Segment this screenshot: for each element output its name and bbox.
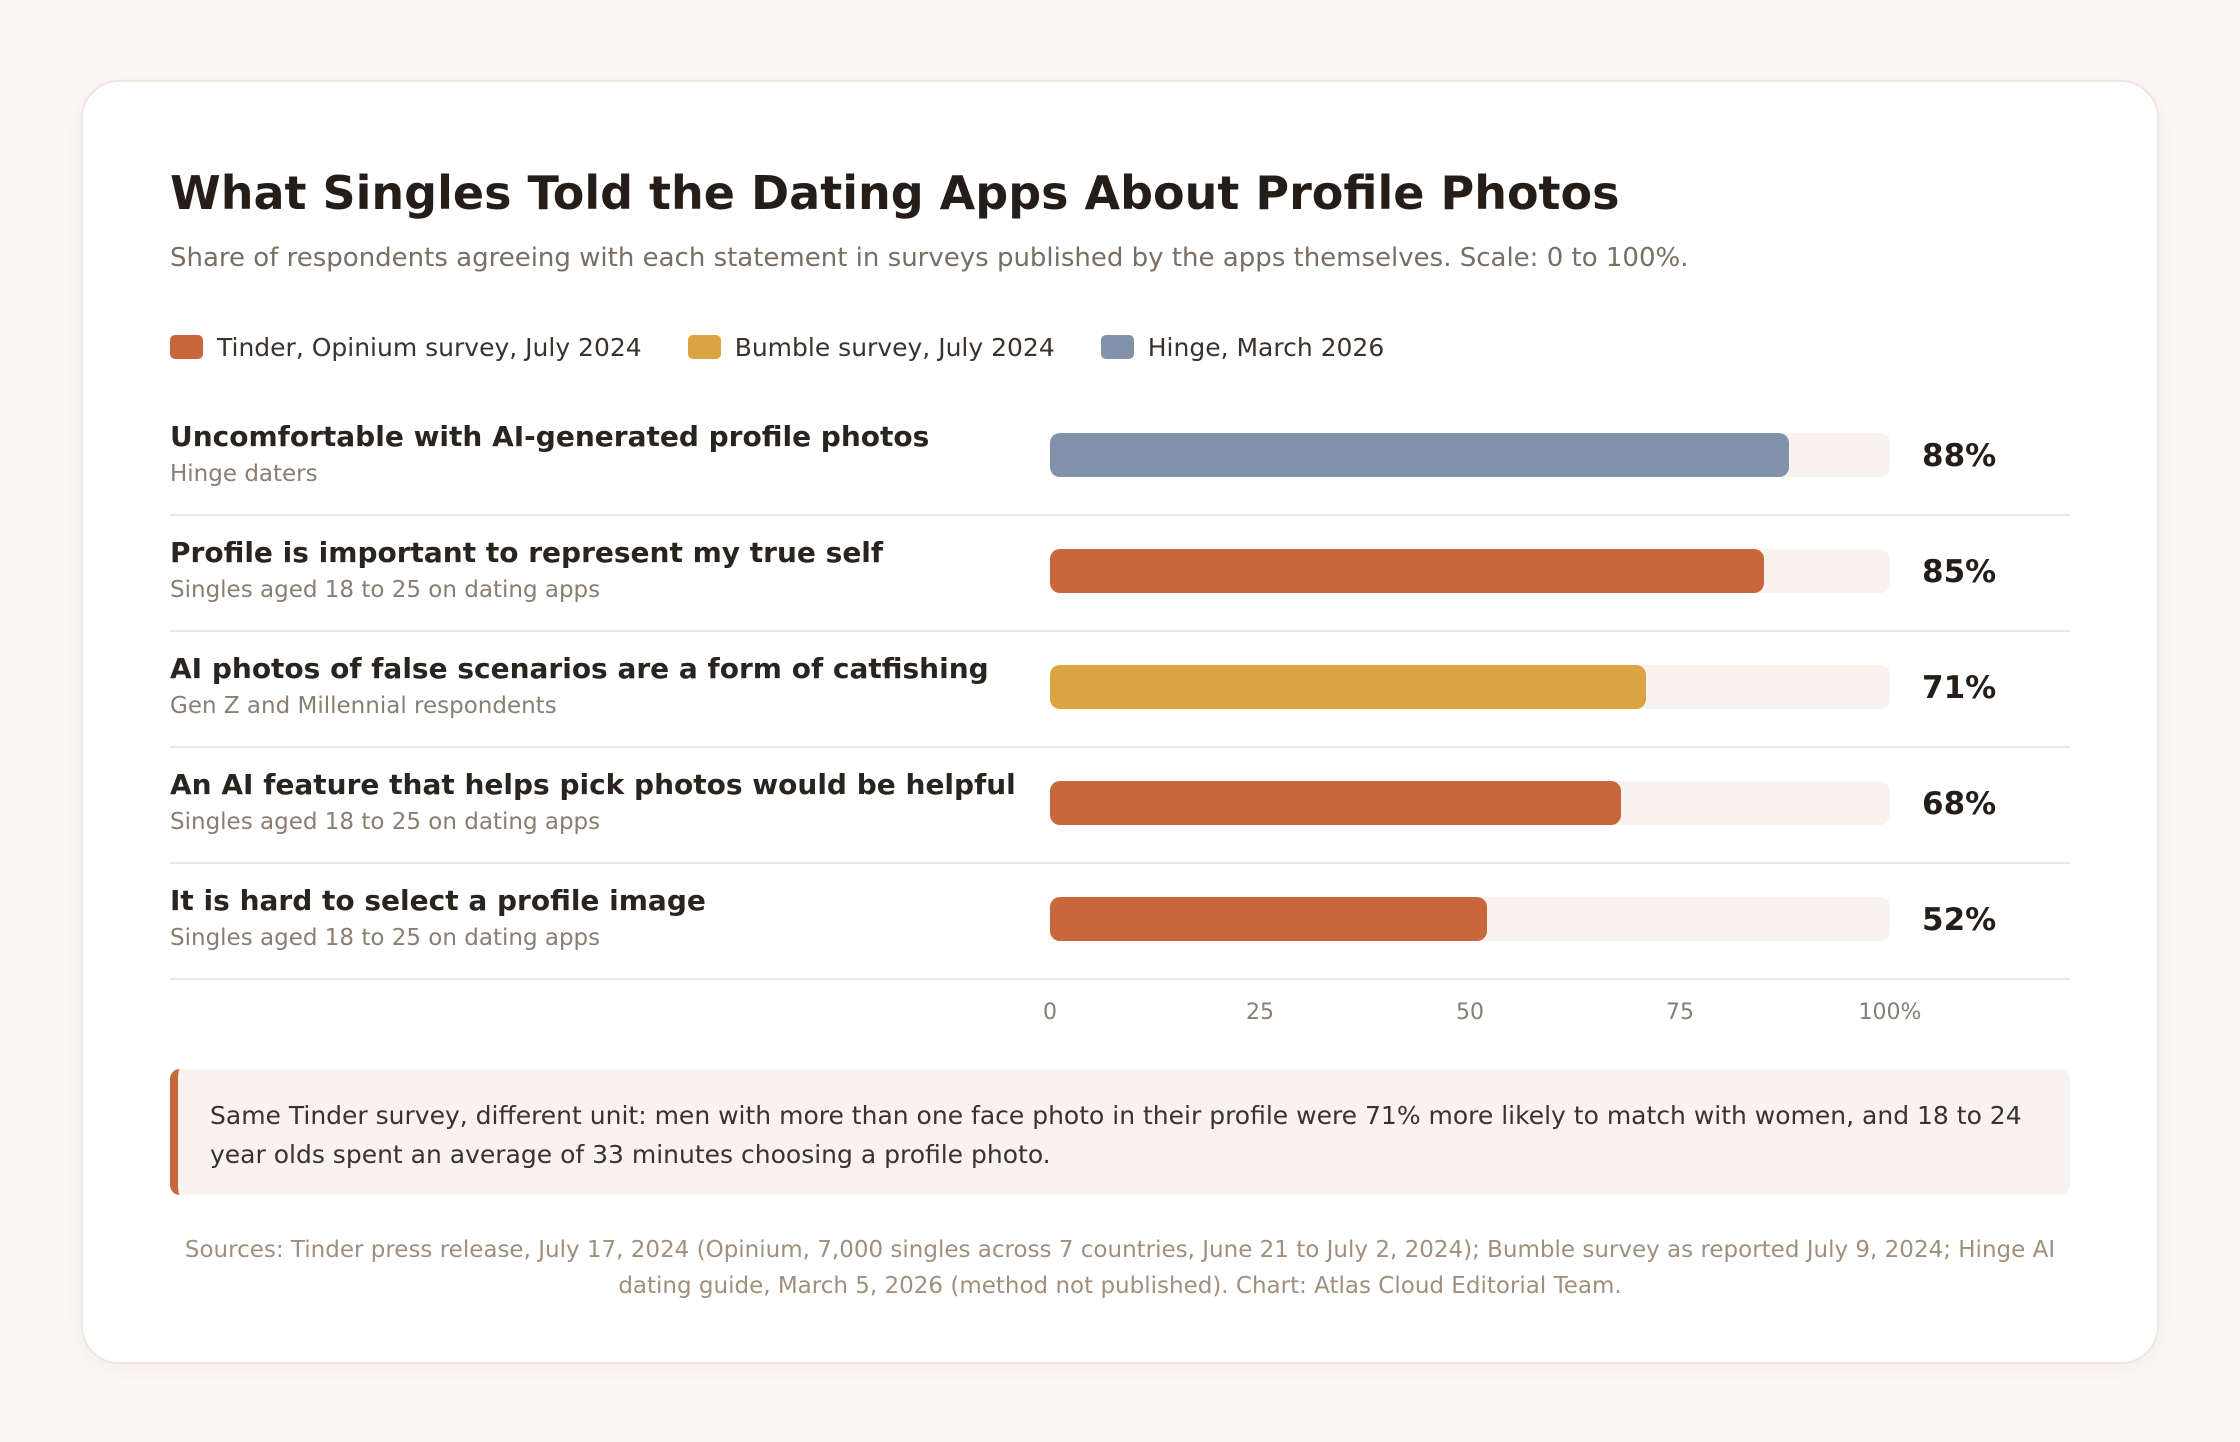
bar-label: It is hard to select a profile image	[170, 884, 706, 917]
sources-footnote: Sources: Tinder press release, July 17, …	[184, 1237, 2056, 1299]
bar-row: It is hard to select a profile image Sin…	[170, 864, 2070, 980]
bar-sublabel: Singles aged 18 to 25 on dating apps	[170, 809, 601, 835]
bar-track	[1050, 897, 1890, 941]
bar-row: Uncomfortable with AI-generated profile …	[170, 400, 2070, 516]
bar-value-label: 52%	[1922, 902, 1997, 938]
bar-fill	[1050, 549, 1764, 593]
x-tick-label: 0	[1043, 1000, 1057, 1025]
bar-fill	[1050, 781, 1621, 825]
bar-label: Uncomfortable with AI-generated profile …	[170, 420, 930, 453]
legend: Tinder, Opinium survey, July 2024 Bumble…	[170, 330, 1430, 364]
bar-track	[1050, 665, 1890, 709]
legend-label-bumble: Bumble survey, July 2024	[734, 332, 1055, 362]
bar-fill	[1050, 433, 1789, 477]
bar-row: Profile is important to represent my tru…	[170, 516, 2070, 632]
legend-label-hinge: Hinge, March 2026	[1147, 332, 1385, 362]
legend-swatch-tinder	[170, 335, 203, 359]
bar-label: An AI feature that helps pick photos wou…	[170, 768, 1016, 801]
bar-track	[1050, 549, 1890, 593]
bar-value-label: 88%	[1922, 438, 1997, 474]
bar-sublabel: Gen Z and Millennial respondents	[170, 693, 557, 719]
x-tick-label: 100%	[1858, 1000, 1922, 1025]
bar-fill	[1050, 897, 1487, 941]
legend-label-tinder: Tinder, Opinium survey, July 2024	[217, 332, 642, 362]
legend-swatch-hinge	[1100, 335, 1134, 359]
legend-item-tinder: Tinder, Opinium survey, July 2024	[170, 333, 642, 362]
x-tick-label: 50	[1456, 1000, 1484, 1025]
callout-note: Same Tinder survey, different unit: men …	[170, 1069, 2070, 1195]
bar-fill	[1050, 665, 1646, 709]
bar-row: AI photos of false scenarios are a form …	[170, 632, 2070, 748]
bar-value-label: 68%	[1922, 786, 1997, 822]
x-axis-ticks: 0 25 50 75 100%	[1043, 1000, 1921, 1030]
bar-sublabel: Singles aged 18 to 25 on dating apps	[170, 577, 601, 603]
bar-track	[1050, 781, 1890, 825]
bar-track	[1050, 433, 1890, 477]
bar-row: An AI feature that helps pick photos wou…	[170, 748, 2070, 864]
bar-value-label: 71%	[1922, 670, 1997, 706]
bar-value-label: 85%	[1922, 554, 1997, 590]
bar-rows: Uncomfortable with AI-generated profile …	[170, 400, 2070, 980]
x-tick-label: 75	[1666, 1000, 1694, 1025]
bar-sublabel: Singles aged 18 to 25 on dating apps	[170, 925, 601, 951]
legend-swatch-bumble	[687, 335, 721, 359]
bar-sublabel: Hinge daters	[170, 461, 318, 487]
bar-label: AI photos of false scenarios are a form …	[170, 652, 989, 685]
chart-title: What Singles Told the Dating Apps About …	[170, 166, 1620, 220]
legend-item-bumble: Bumble survey, July 2024	[687, 332, 1055, 362]
legend-item-hinge: Hinge, March 2026	[1100, 332, 1385, 362]
bar-label: Profile is important to represent my tru…	[170, 536, 884, 569]
chart-subtitle: Share of respondents agreeing with each …	[170, 243, 1689, 273]
x-tick-label: 25	[1246, 1000, 1274, 1025]
